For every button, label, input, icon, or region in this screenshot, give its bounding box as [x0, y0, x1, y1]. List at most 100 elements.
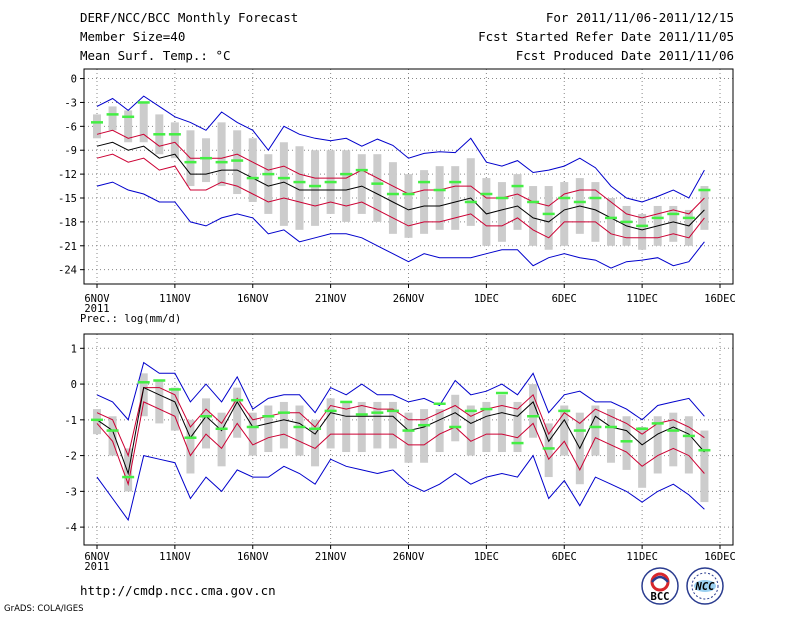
p1-spread-box [513, 174, 522, 230]
p1-y-tick-label: 0 [71, 74, 77, 86]
p2-spread-box [684, 416, 693, 474]
p1-spread-box [638, 213, 647, 250]
p2-spread-box [357, 401, 366, 453]
p1-spread-box [279, 142, 288, 226]
p2-mean-line [96, 386, 705, 476]
p2-spread-box [217, 412, 226, 467]
p2-spread-box [342, 401, 351, 453]
p2-spread-box [326, 398, 335, 449]
p2-spread-box [497, 394, 506, 453]
p2-spread-box [638, 426, 647, 488]
p2-x-tick-label: 26NOV [393, 551, 425, 563]
p1-x-tick-label: 6NOV [84, 293, 110, 305]
p1-spread-box [264, 154, 273, 214]
p2-spread-box [544, 423, 553, 478]
p2-spread-box [170, 387, 179, 431]
p1-spread-box [357, 154, 366, 214]
grads-credit: GrADS: COLA/IGES [4, 604, 84, 614]
p2-spread-box [202, 398, 211, 449]
p2-spread-box [139, 373, 148, 417]
p1-x-tick-label: 1DEC [474, 293, 499, 305]
chart-title: DERF/NCC/BCC Monthly Forecast [80, 10, 299, 25]
p1-spread-box [529, 186, 538, 246]
p1-y-tick-label: -15 [58, 193, 77, 205]
p1-spread-box [544, 186, 553, 250]
ncc-logo-text: NCC [695, 581, 716, 593]
p2-spread-box [279, 401, 288, 449]
p1-lower-line [96, 153, 705, 239]
p2-max-line [96, 361, 705, 421]
p1-y-tick-label: -12 [58, 169, 77, 181]
p2-y-tick-label: 0 [71, 379, 77, 391]
p1-y-tick-label: -24 [58, 265, 77, 277]
p2-spread-box [373, 401, 382, 449]
p1-x-tick-label: 16DEC [704, 293, 736, 305]
p1-spread-box [482, 178, 491, 246]
p1-y-tick-label: -9 [64, 145, 77, 157]
p1-y-tick-label: -3 [64, 97, 77, 109]
p2-spread-box [669, 412, 678, 467]
source-url[interactable]: http://cmdp.ncc.cma.gov.cn [80, 583, 276, 598]
p2-spread-box [466, 405, 475, 456]
p2-spread-box [435, 409, 444, 453]
p1-spread-box [591, 182, 600, 242]
p2-x-tick-label: 16DEC [704, 551, 736, 563]
p2-spread-box [420, 409, 429, 463]
produced-date-label: Fcst Produced Date 2011/11/06 [515, 48, 734, 63]
p2-x-tick-label: 11DEC [626, 551, 658, 563]
p1-x-tick-label: 21NOV [315, 293, 347, 305]
p1-spread-box [451, 166, 460, 230]
p1-x-tick-label: 16NOV [237, 293, 269, 305]
p1-spread-box [700, 186, 709, 230]
p1-spread-box [139, 102, 148, 143]
p2-spread-box [264, 405, 273, 453]
p1-spread-box [435, 166, 444, 230]
p2-x-tick-year: 2011 [84, 561, 109, 573]
p1-min-line [96, 181, 705, 269]
forecast-period-label: For 2011/11/06-2011/12/15 [545, 10, 734, 25]
p1-spread-box [373, 154, 382, 222]
p1-spread-box [124, 110, 133, 143]
p2-spread-box [124, 448, 133, 492]
p1-spread-box [202, 138, 211, 183]
p2-spread-box [233, 387, 242, 438]
p1-y-tick-label: -18 [58, 217, 77, 229]
p2-y-tick-label: -1 [64, 415, 77, 427]
p2-spread-box [606, 409, 615, 463]
p1-spread-box [233, 130, 242, 195]
p1-spread-box [248, 138, 257, 202]
p1-spread-box [217, 122, 226, 187]
p2-x-tick-label: 11NOV [159, 551, 191, 563]
p2-spread-box [513, 401, 522, 453]
p2-spread-box [108, 416, 117, 456]
p2-min-line [96, 454, 705, 522]
p2-spread-box [529, 384, 538, 438]
p2-spread-box [482, 401, 491, 453]
p2-x-tick-label: 6DEC [552, 551, 577, 563]
p2-spread-box [311, 419, 320, 467]
p1-y-tick-label: -6 [64, 121, 77, 133]
p2-x-tick-label: 6NOV [84, 551, 110, 563]
bcc-logo: BCC [641, 567, 679, 605]
p2-spread-box [404, 412, 413, 463]
p2-spread-box [700, 430, 709, 503]
p2-x-tick-label: 1DEC [474, 551, 499, 563]
p1-spread-box [404, 174, 413, 238]
p1-spread-box [311, 150, 320, 226]
p1-mean-line [96, 141, 705, 231]
p2-spread-box [560, 405, 569, 456]
p2-spread-box [155, 380, 164, 424]
p1-spread-box [684, 209, 693, 246]
p2-spread-box [93, 409, 101, 435]
p1-upper-line [96, 129, 705, 219]
p1-spread-box [466, 158, 475, 226]
p1-spread-box [108, 106, 117, 131]
p1-spread-box [606, 198, 615, 246]
ncc-logo: NCC [686, 567, 724, 605]
p1-x-tick-label: 11NOV [159, 293, 191, 305]
bcc-logo-text: BCC [651, 591, 670, 603]
p1-x-tick-label: 26NOV [393, 293, 425, 305]
p2-upper-line [96, 387, 705, 458]
p2-spread-box [186, 419, 195, 474]
